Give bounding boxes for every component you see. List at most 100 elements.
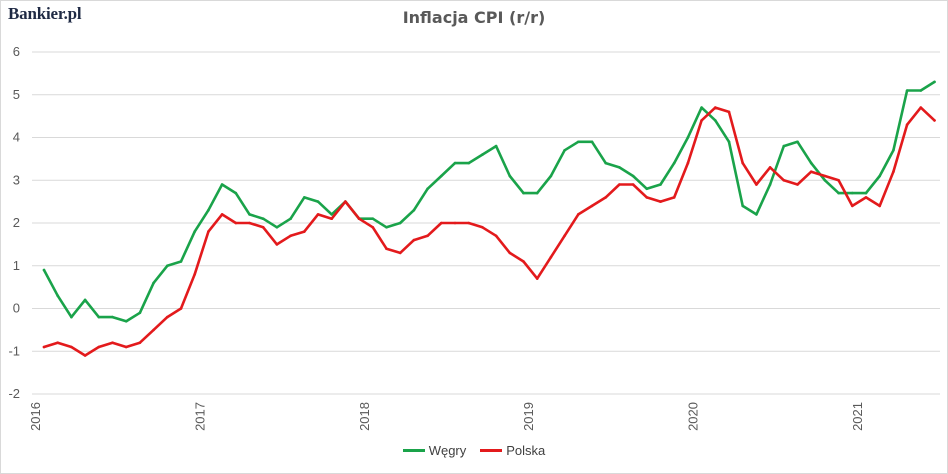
data-point — [905, 123, 909, 126]
data-point — [549, 255, 553, 259]
y-tick-label: 2 — [13, 215, 20, 230]
y-axis-ticks: -2 -1 0 1 2 3 4 5 6 — [8, 44, 20, 401]
data-point — [83, 354, 87, 357]
series-line-wegry — [42, 80, 936, 323]
legend-label-wegry: Węgry — [428, 443, 467, 458]
data-point — [166, 315, 169, 319]
data-point — [494, 144, 498, 148]
data-point — [851, 204, 854, 208]
data-point — [275, 243, 279, 246]
data-point — [261, 217, 265, 220]
y-tick-label: 6 — [13, 44, 20, 59]
data-point — [837, 191, 840, 195]
data-point — [686, 161, 690, 165]
data-point — [166, 264, 169, 268]
x-tick-label: 2016 — [28, 402, 43, 431]
data-point — [809, 170, 813, 173]
data-point — [385, 226, 388, 229]
data-point — [481, 153, 484, 156]
data-point — [796, 183, 799, 186]
data-point — [823, 179, 827, 182]
data-point — [152, 328, 155, 332]
legend-item-wegry: Węgry — [402, 443, 467, 458]
data-point — [97, 345, 101, 349]
data-point — [522, 260, 525, 263]
data-point — [549, 174, 553, 178]
data-point — [83, 298, 87, 302]
data-point — [618, 166, 621, 169]
x-tick-label: 2017 — [192, 402, 207, 431]
data-point — [577, 213, 580, 216]
data-point — [878, 174, 881, 178]
data-point — [330, 217, 334, 220]
y-tick-label: -2 — [8, 386, 20, 401]
data-point — [933, 80, 936, 84]
data-point — [508, 251, 512, 255]
data-point — [426, 234, 429, 238]
data-point — [453, 221, 457, 225]
y-tick-label: 4 — [13, 130, 20, 145]
data-point — [42, 268, 46, 272]
data-point — [919, 89, 923, 92]
data-point — [234, 221, 238, 225]
y-tick-label: 3 — [13, 172, 20, 187]
data-point — [371, 226, 375, 229]
data-point — [371, 217, 375, 220]
data-point — [398, 251, 402, 255]
data-point — [303, 196, 306, 199]
data-point — [686, 136, 690, 139]
data-point — [426, 187, 429, 191]
data-point — [316, 213, 320, 216]
data-point — [398, 221, 402, 225]
data-point — [440, 174, 443, 178]
legend-swatch-polska — [480, 449, 503, 452]
data-point — [892, 149, 895, 152]
data-point — [289, 217, 292, 220]
data-point — [207, 230, 210, 233]
y-tick-label: 0 — [13, 301, 20, 316]
data-point — [809, 161, 813, 165]
data-point — [234, 191, 238, 195]
data-point — [303, 230, 306, 233]
data-point — [892, 170, 895, 173]
data-point — [768, 166, 772, 169]
bankier-logo: Bankier.pl — [8, 4, 82, 23]
data-point — [741, 161, 744, 165]
data-point — [645, 187, 649, 191]
data-point — [179, 260, 183, 263]
gridlines — [32, 51, 940, 395]
data-point — [645, 196, 649, 199]
x-tick-label: 2018 — [357, 402, 372, 431]
data-point — [467, 221, 471, 225]
data-point — [124, 345, 128, 349]
data-point — [672, 196, 676, 199]
data-point — [357, 217, 361, 220]
data-point — [933, 119, 936, 122]
data-point — [111, 341, 114, 345]
x-axis-ticks: 2016 2017 2018 2019 2020 2021 — [28, 402, 865, 431]
data-point — [919, 106, 923, 109]
legend: Węgry Polska — [0, 443, 948, 458]
data-point — [864, 191, 868, 195]
data-point — [289, 234, 292, 238]
data-point — [590, 204, 594, 208]
data-point — [248, 221, 251, 225]
data-point — [412, 238, 416, 242]
data-point — [604, 161, 607, 165]
data-point — [563, 234, 566, 238]
data-point — [42, 345, 46, 349]
data-point — [768, 183, 772, 186]
data-point — [782, 179, 786, 182]
data-point — [755, 183, 758, 186]
data-point — [138, 341, 142, 345]
data-point — [412, 208, 416, 212]
data-point — [878, 204, 881, 208]
data-point — [577, 140, 580, 144]
data-point — [385, 247, 388, 250]
data-point — [124, 320, 128, 323]
data-point — [741, 204, 744, 208]
data-point — [714, 106, 717, 109]
data-point — [796, 140, 799, 144]
